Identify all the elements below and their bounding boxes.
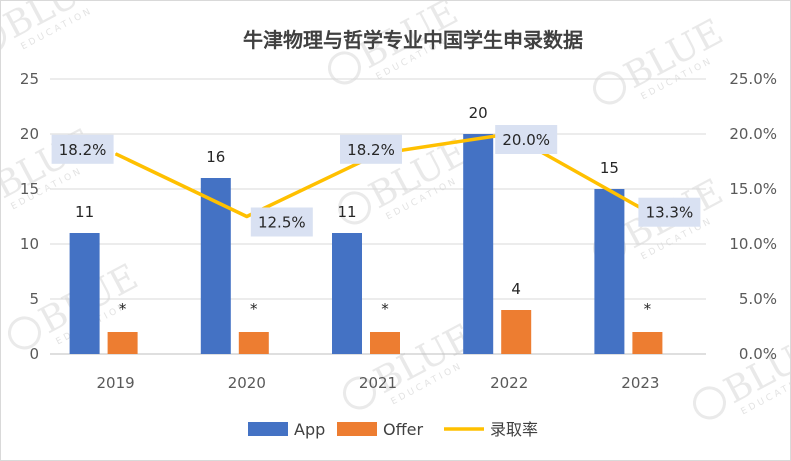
- y-left-tick-label: 10: [20, 235, 39, 253]
- rate-label-box: [250, 207, 313, 237]
- y-left-tick-label: 15: [20, 180, 39, 198]
- watermark-seal: [342, 376, 376, 410]
- watermark-seal: [337, 191, 371, 225]
- rate-data-label: 18.2%: [340, 134, 402, 164]
- rate-label-text: 18.2%: [59, 141, 107, 159]
- data-labels: 11 16 11 20 15 * * * 4 * 18.2% 12.5% 18.2% 20.0% 13.3%: [51, 104, 701, 318]
- watermark-text: BLUE: [718, 327, 790, 413]
- bar-offer: [107, 332, 138, 354]
- y-left-tick-label: 5: [29, 290, 39, 308]
- bar-data-label: *: [250, 300, 258, 318]
- chart-title: 牛津物理与哲学专业中国学生申录数据: [243, 28, 583, 52]
- rate-label-text: 12.5%: [258, 214, 306, 232]
- legend-swatch-offer: [337, 422, 377, 436]
- bar-data-label: *: [381, 300, 389, 318]
- x-tick-label: 2019: [97, 374, 135, 392]
- bar-offer: [632, 332, 663, 354]
- y-right-tick-label: 0.0%: [739, 345, 777, 363]
- y-right-tick-label: 15.0%: [729, 180, 777, 198]
- legend-label: Offer: [383, 420, 423, 439]
- bars: [69, 134, 663, 354]
- bar-data-label: 11: [337, 203, 356, 221]
- rate-data-label: 12.5%: [250, 207, 313, 237]
- rate-label-box: [495, 125, 558, 154]
- bar-app: [594, 189, 625, 354]
- bar-app: [200, 178, 231, 354]
- y-left-tick-label: 20: [20, 125, 39, 143]
- rate-label-box: [340, 134, 402, 164]
- y-left-tick-label: 25: [20, 70, 39, 88]
- watermark-seal: [692, 386, 726, 420]
- rate-label-text: 13.3%: [646, 204, 694, 222]
- watermark-seal: [1, 21, 6, 55]
- legend-swatch-app: [248, 422, 288, 436]
- x-tick-label: 2020: [228, 374, 266, 392]
- bar-data-label: *: [119, 300, 127, 318]
- x-tick-label: 2021: [359, 374, 397, 392]
- x-tick-label: 2023: [621, 374, 659, 392]
- x-tick-label: 2022: [490, 374, 528, 392]
- axes: 0 5 10 15 20 25 0.0% 5.0% 10.0% 15.0% 20.0% 25.0% 20…: [20, 70, 777, 392]
- y-right-tick-label: 10.0%: [729, 235, 777, 253]
- rate-label-text: 18.2%: [347, 141, 395, 159]
- legend-label: 录取率: [490, 420, 538, 439]
- watermark-seal: [592, 71, 626, 105]
- watermark-seal: [327, 51, 361, 85]
- watermark-seal: [7, 316, 41, 350]
- y-right-tick-label: 25.0%: [729, 70, 777, 88]
- legend-label: App: [294, 420, 325, 439]
- bar-app: [463, 134, 494, 354]
- rate-data-label: 20.0%: [495, 125, 558, 154]
- rate-label-box: [638, 197, 701, 227]
- rate-label-box: [51, 134, 114, 164]
- legend: App Offer 录取率: [248, 420, 538, 439]
- rate-label-text: 20.0%: [502, 131, 550, 149]
- bar-offer: [238, 332, 269, 354]
- y-left-tick-label: 0: [29, 345, 39, 363]
- rate-data-label: 18.2%: [51, 134, 114, 164]
- bar-data-label: 4: [511, 280, 521, 298]
- y-right-tick-label: 5.0%: [739, 290, 777, 308]
- bar-offer: [370, 332, 400, 354]
- bar-offer: [501, 310, 532, 354]
- bar-data-label: 20: [469, 104, 488, 122]
- bar-app: [332, 233, 362, 354]
- rate-data-label: 13.3%: [638, 197, 701, 227]
- bar-data-label: 15: [600, 159, 619, 177]
- bar-app: [69, 233, 100, 354]
- bar-data-label: *: [644, 300, 652, 318]
- y-right-tick-label: 20.0%: [729, 125, 777, 143]
- bar-data-label: 16: [206, 148, 225, 166]
- bar-data-label: 11: [75, 203, 94, 221]
